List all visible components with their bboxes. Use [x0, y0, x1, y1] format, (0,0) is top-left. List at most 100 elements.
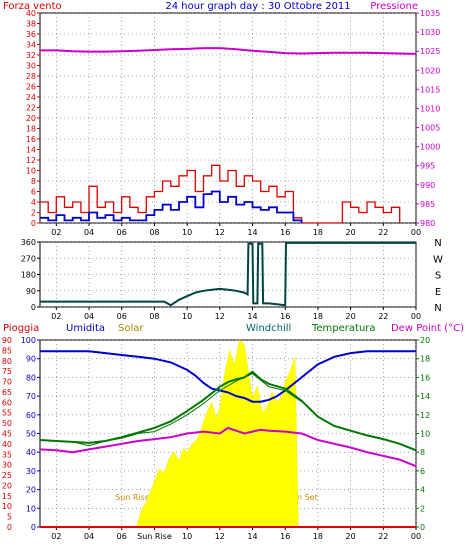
- rain-axis-tick-label: 30: [2, 461, 12, 470]
- rain-axis-tick-label: 55: [2, 409, 12, 418]
- rain-axis-tick-label: 15: [2, 492, 12, 501]
- series-dew-point-line: [39, 426, 417, 468]
- rain-axis-tick-label: 85: [2, 346, 12, 355]
- series-direzione-line: [40, 241, 416, 307]
- rain-axis-tick-label: 90: [2, 336, 12, 345]
- wind-axis-y-tick-label: 8: [31, 177, 36, 186]
- sun-rise-annotation: Sun Rise: [115, 493, 150, 502]
- humidity-axis-tick-label: 50: [26, 430, 36, 439]
- pressure-axis-y-tick-label: 1000: [420, 143, 440, 152]
- direction-panel-x-tick-label: 08: [149, 312, 159, 321]
- wind-axis-y-tick-label: 20: [26, 114, 36, 123]
- temp-panel-x-tick-label: 20: [346, 532, 356, 541]
- pressure-axis-y-tick-label: 985: [420, 200, 435, 209]
- temperature-axis-tick-label: 18: [420, 355, 430, 364]
- pressure-axis-y-tick-label: 1030: [420, 28, 440, 37]
- wind-axis-y-tick-label: 18: [26, 125, 36, 134]
- temp-panel-x-tick-label: 16: [280, 532, 290, 541]
- direction-panel-x-tick-label: 16: [280, 312, 290, 321]
- wind-panel-x-tick-label: 16: [280, 228, 290, 237]
- wind-axis-y-tick-label: 38: [26, 20, 36, 29]
- temperature-axis-tick-label: 10: [420, 430, 430, 439]
- wind-axis-y-tick-label: 36: [26, 30, 36, 39]
- direction-panel-x-tick-label: 10: [182, 312, 192, 321]
- temperature-axis-tick-label: 0: [420, 523, 425, 532]
- humidity-axis-tick-label: 30: [26, 467, 36, 476]
- direction-panel-x-tick-label: 04: [84, 312, 94, 321]
- series-vento-medio-line: [40, 190, 303, 223]
- pressure-axis-y-tick-label: 1020: [420, 66, 440, 75]
- pressure-axis-y-tick-label: 1015: [420, 85, 440, 94]
- wind-axis-y-tick-label: 14: [26, 146, 36, 155]
- direction-panel-x-tick-label: 00: [411, 312, 421, 321]
- wind-panel-x-tick-label: 22: [378, 228, 388, 237]
- temp-panel-x-tick-label: 00: [411, 532, 421, 541]
- series-raffica-line: [40, 164, 401, 224]
- temp-panel-x-tick-label: 18: [313, 532, 323, 541]
- pressure-axis-y-tick-label: 990: [420, 181, 435, 190]
- temp-panel-x-tick-label: 22: [378, 532, 388, 541]
- rain-axis-tick-label: 25: [2, 471, 12, 480]
- rain-axis-tick-label: 10: [2, 502, 12, 511]
- humidity-axis-tick-label: 40: [26, 448, 36, 457]
- rain-axis-tick-label: 0: [7, 523, 12, 532]
- compass-direction-label: E: [435, 287, 441, 298]
- dewpoint-label: Dew Point (°C): [391, 323, 464, 334]
- direction-axis-y-tick-label: 360: [21, 238, 36, 247]
- chart-title: 24 hour graph day : 30 Ottobre 2011: [165, 1, 350, 12]
- wind-panel-x-tick-label: 08: [149, 228, 159, 237]
- rain-axis-tick-label: 80: [2, 357, 12, 366]
- humidity-axis-tick-label: 10: [26, 504, 36, 513]
- wind-axis-y-tick-label: 2: [31, 209, 36, 218]
- rain-axis-tick-label: 65: [2, 388, 12, 397]
- rain-axis-tick-label: 45: [2, 430, 12, 439]
- wind-axis-y-tick-label: 0: [31, 219, 36, 228]
- humidity-axis-tick-label: 100: [21, 336, 36, 345]
- wind-axis-y-tick-label: 10: [26, 167, 36, 176]
- pressure-axis-y-tick-label: 1025: [420, 47, 440, 56]
- temp-panel-x-tick-label: 10: [182, 532, 192, 541]
- temperature-axis-tick-label: 4: [420, 486, 425, 495]
- direction-panel-x-tick-label: 06: [117, 312, 127, 321]
- pressure-axis-y-tick-label: 1035: [420, 9, 440, 18]
- series-windchill-line: [39, 373, 302, 447]
- compass-direction-label: N: [434, 238, 441, 249]
- direction-axis-y-tick-label: 270: [21, 254, 36, 263]
- wind-axis-title: Forza vento: [3, 1, 62, 12]
- pressure-axis-y-tick-label: 980: [420, 219, 435, 228]
- wind-panel-x-tick-label: 06: [117, 228, 127, 237]
- series-umidita-line: [40, 350, 416, 403]
- wind-axis-y-tick-label: 6: [31, 188, 36, 197]
- rain-axis-title: Pioggia: [3, 323, 39, 334]
- direction-panel-x-tick-label: 12: [215, 312, 225, 321]
- rain-axis-tick-label: 35: [2, 450, 12, 459]
- wind-panel-x-tick-label: 18: [313, 228, 323, 237]
- temp-panel-x-tick-label: 02: [51, 532, 61, 541]
- solar-axis-title: Solar: [118, 323, 144, 334]
- wind-panel-x-tick-label: 14: [247, 228, 257, 237]
- pressure-axis-y-tick-label: 1010: [420, 104, 440, 113]
- humidity-axis-tick-label: 80: [26, 373, 36, 382]
- wind-panel-x-tick-label: 12: [215, 228, 225, 237]
- rain-axis-tick-label: 5: [7, 513, 12, 522]
- humidity-axis-tick-label: 0: [31, 523, 36, 532]
- rain-axis-tick-label: 50: [2, 419, 12, 428]
- direction-axis-y-tick-label: 180: [21, 271, 36, 280]
- temperature-axis-tick-label: 14: [420, 392, 430, 401]
- direction-panel-x-tick-label: 22: [378, 312, 388, 321]
- temperature-axis-tick-label: 12: [420, 411, 430, 420]
- wind-axis-y-tick-label: 24: [26, 93, 36, 102]
- temp-panel-x-tick-label: 14: [247, 532, 257, 541]
- temperature-axis-tick-label: 8: [420, 448, 425, 457]
- rain-axis-tick-label: 20: [2, 481, 12, 490]
- wind-axis-y-tick-label: 32: [26, 51, 36, 60]
- compass-direction-label: N: [434, 303, 441, 314]
- rain-axis-tick-label: 40: [2, 440, 12, 449]
- pressure-axis-y-tick-label: 1005: [420, 124, 440, 133]
- direction-panel-x-tick-label: 02: [51, 312, 61, 321]
- wind-axis-y-tick-label: 28: [26, 72, 36, 81]
- wind-panel-x-tick-label: 20: [346, 228, 356, 237]
- direction-axis-y-tick-label: 0: [31, 303, 36, 312]
- windchill-label: Windchill: [246, 323, 291, 334]
